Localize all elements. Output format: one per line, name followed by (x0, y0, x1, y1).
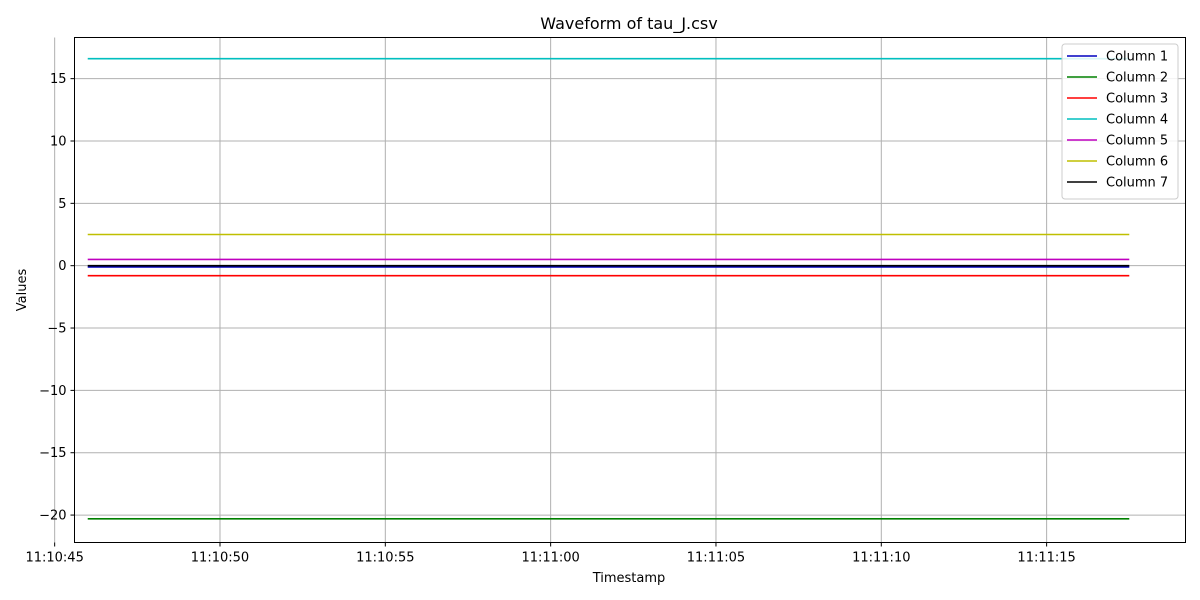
legend-label: Column 1 (1106, 50, 1168, 65)
legend-label: Column 4 (1106, 113, 1168, 128)
x-tick-label: 11:10:55 (356, 551, 414, 566)
y-tick-label: 5 (58, 197, 66, 212)
y-tick-label: −5 (47, 322, 66, 337)
y-tick-label: −15 (39, 446, 66, 461)
legend-label: Column 3 (1106, 92, 1168, 107)
legend-label: Column 6 (1106, 155, 1168, 170)
x-tick-label: 11:10:50 (191, 551, 249, 566)
series-lines (87, 57, 1130, 520)
y-tick-label: 0 (58, 259, 66, 274)
x-tick-label: 11:11:00 (521, 551, 579, 566)
legend-label: Column 5 (1106, 134, 1168, 149)
y-tick-label: 10 (50, 134, 67, 149)
legend-label: Column 2 (1106, 71, 1168, 86)
grid (54, 37, 1186, 543)
y-axis: 15 10 5 0 −5 −10 −15 −20 (39, 72, 75, 524)
x-axis: 11:10:45 11:10:50 11:10:55 11:11:00 11:11:05… (25, 542, 1076, 566)
legend: Column 1 Column 2 Column 3 Column 4 Column 5… (1061, 43, 1179, 200)
x-tick-label: 11:10:45 (25, 551, 83, 566)
y-axis-label: Values (15, 269, 30, 312)
x-tick-label: 11:11:15 (1017, 551, 1075, 566)
plot-frame (74, 37, 1186, 543)
x-tick-label: 11:11:10 (852, 551, 910, 566)
x-axis-label: Timestamp (592, 571, 666, 586)
chart-title: Waveform of tau_J.csv (540, 14, 717, 34)
y-tick-label: 15 (50, 72, 67, 87)
legend-label: Column 7 (1106, 176, 1168, 191)
y-tick-label: −10 (39, 384, 66, 399)
y-tick-label: −20 (39, 509, 66, 524)
x-tick-label: 11:11:05 (687, 551, 745, 566)
